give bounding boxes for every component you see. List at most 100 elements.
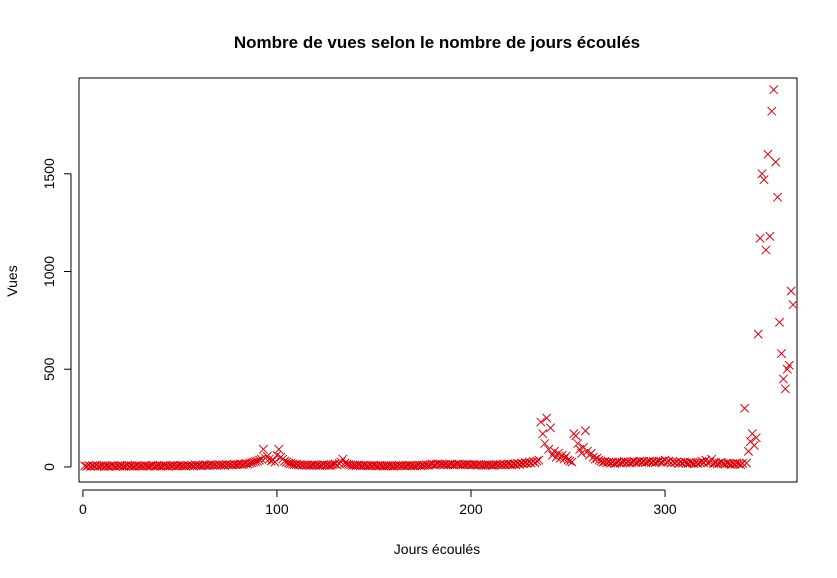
data-point	[644, 456, 655, 466]
data-point	[604, 457, 614, 467]
data-point	[342, 459, 352, 469]
data-point	[786, 286, 796, 296]
x-tick-label: 100	[265, 501, 289, 517]
data-point	[245, 458, 255, 468]
data-point	[528, 456, 538, 467]
data-point	[773, 192, 783, 202]
data-point	[654, 456, 664, 466]
y-tick-label: 500	[41, 357, 57, 381]
data-point	[695, 457, 705, 467]
x-tick-label: 300	[653, 501, 677, 517]
data-point	[774, 317, 785, 327]
data-point	[336, 457, 346, 467]
data-point	[778, 374, 788, 384]
data-point	[736, 460, 746, 470]
data-point	[111, 462, 121, 472]
data-point	[771, 157, 781, 167]
data-point	[635, 456, 645, 466]
data-point	[751, 433, 761, 443]
data-point	[619, 456, 629, 467]
data-point	[419, 461, 429, 471]
data-point	[291, 459, 301, 469]
data-point	[726, 460, 736, 470]
data-point	[600, 456, 610, 467]
x-tick-label: 0	[79, 501, 87, 517]
data-point	[274, 444, 284, 454]
data-point	[284, 458, 294, 468]
data-point	[784, 360, 794, 370]
data-point	[567, 457, 577, 467]
x-axis: 0 100 200 300	[79, 489, 677, 517]
chart-title: Nombre de vues selon le nombre de jours …	[234, 33, 640, 52]
data-point	[433, 459, 443, 469]
data-point	[757, 169, 767, 179]
data-point	[788, 300, 798, 310]
y-tick-label: 0	[41, 463, 57, 471]
data-point	[691, 458, 701, 468]
data-point	[765, 231, 775, 241]
y-tick-label: 1500	[41, 158, 57, 189]
data-point	[511, 460, 521, 470]
x-axis-label: Jours écoulés	[394, 541, 480, 557]
data-point	[580, 426, 591, 436]
data-point	[532, 456, 542, 466]
data-point	[415, 461, 426, 471]
data-point	[571, 431, 581, 441]
data-point	[497, 460, 507, 470]
data-point	[318, 460, 329, 470]
data-point	[206, 460, 216, 470]
data-point	[577, 448, 587, 458]
data-point	[262, 451, 272, 461]
data-points	[80, 85, 798, 472]
data-point	[256, 454, 266, 464]
data-point	[738, 458, 748, 468]
y-axis-label: Vues	[4, 265, 20, 296]
data-point	[132, 460, 142, 470]
data-point	[536, 417, 546, 427]
data-point	[741, 458, 752, 468]
data-point	[328, 460, 338, 470]
data-point	[86, 462, 96, 472]
data-point	[734, 459, 744, 469]
data-point	[674, 458, 684, 468]
data-point	[740, 403, 750, 413]
data-point	[239, 459, 249, 469]
data-point	[573, 438, 583, 449]
data-point	[249, 457, 259, 467]
data-point	[544, 444, 554, 454]
data-point	[122, 460, 133, 470]
data-point	[761, 245, 771, 255]
data-point	[759, 175, 769, 185]
data-point	[507, 460, 517, 470]
y-tick-label: 1000	[41, 256, 57, 287]
data-point	[689, 459, 699, 469]
data-point	[753, 329, 763, 339]
data-point	[287, 459, 298, 469]
data-point	[254, 455, 265, 465]
y-axis: 0 500 1000 1500	[41, 158, 72, 471]
data-point	[780, 384, 790, 394]
data-point	[163, 461, 173, 471]
data-point	[596, 456, 606, 466]
data-point	[330, 459, 340, 469]
data-point	[776, 349, 787, 359]
data-point	[518, 459, 528, 469]
data-point	[555, 453, 565, 463]
data-point	[749, 440, 759, 451]
data-point	[755, 233, 765, 243]
x-tick-label: 200	[459, 501, 483, 517]
data-point	[590, 454, 600, 464]
data-point	[514, 459, 525, 469]
plot-frame	[78, 77, 798, 483]
data-point	[769, 85, 779, 95]
data-point	[767, 106, 777, 116]
data-point	[258, 444, 268, 454]
data-point	[565, 456, 575, 466]
data-point	[270, 457, 280, 467]
data-point	[545, 423, 556, 433]
data-point	[540, 438, 550, 449]
data-point	[534, 455, 544, 465]
data-point	[388, 461, 398, 471]
data-point	[324, 461, 334, 471]
